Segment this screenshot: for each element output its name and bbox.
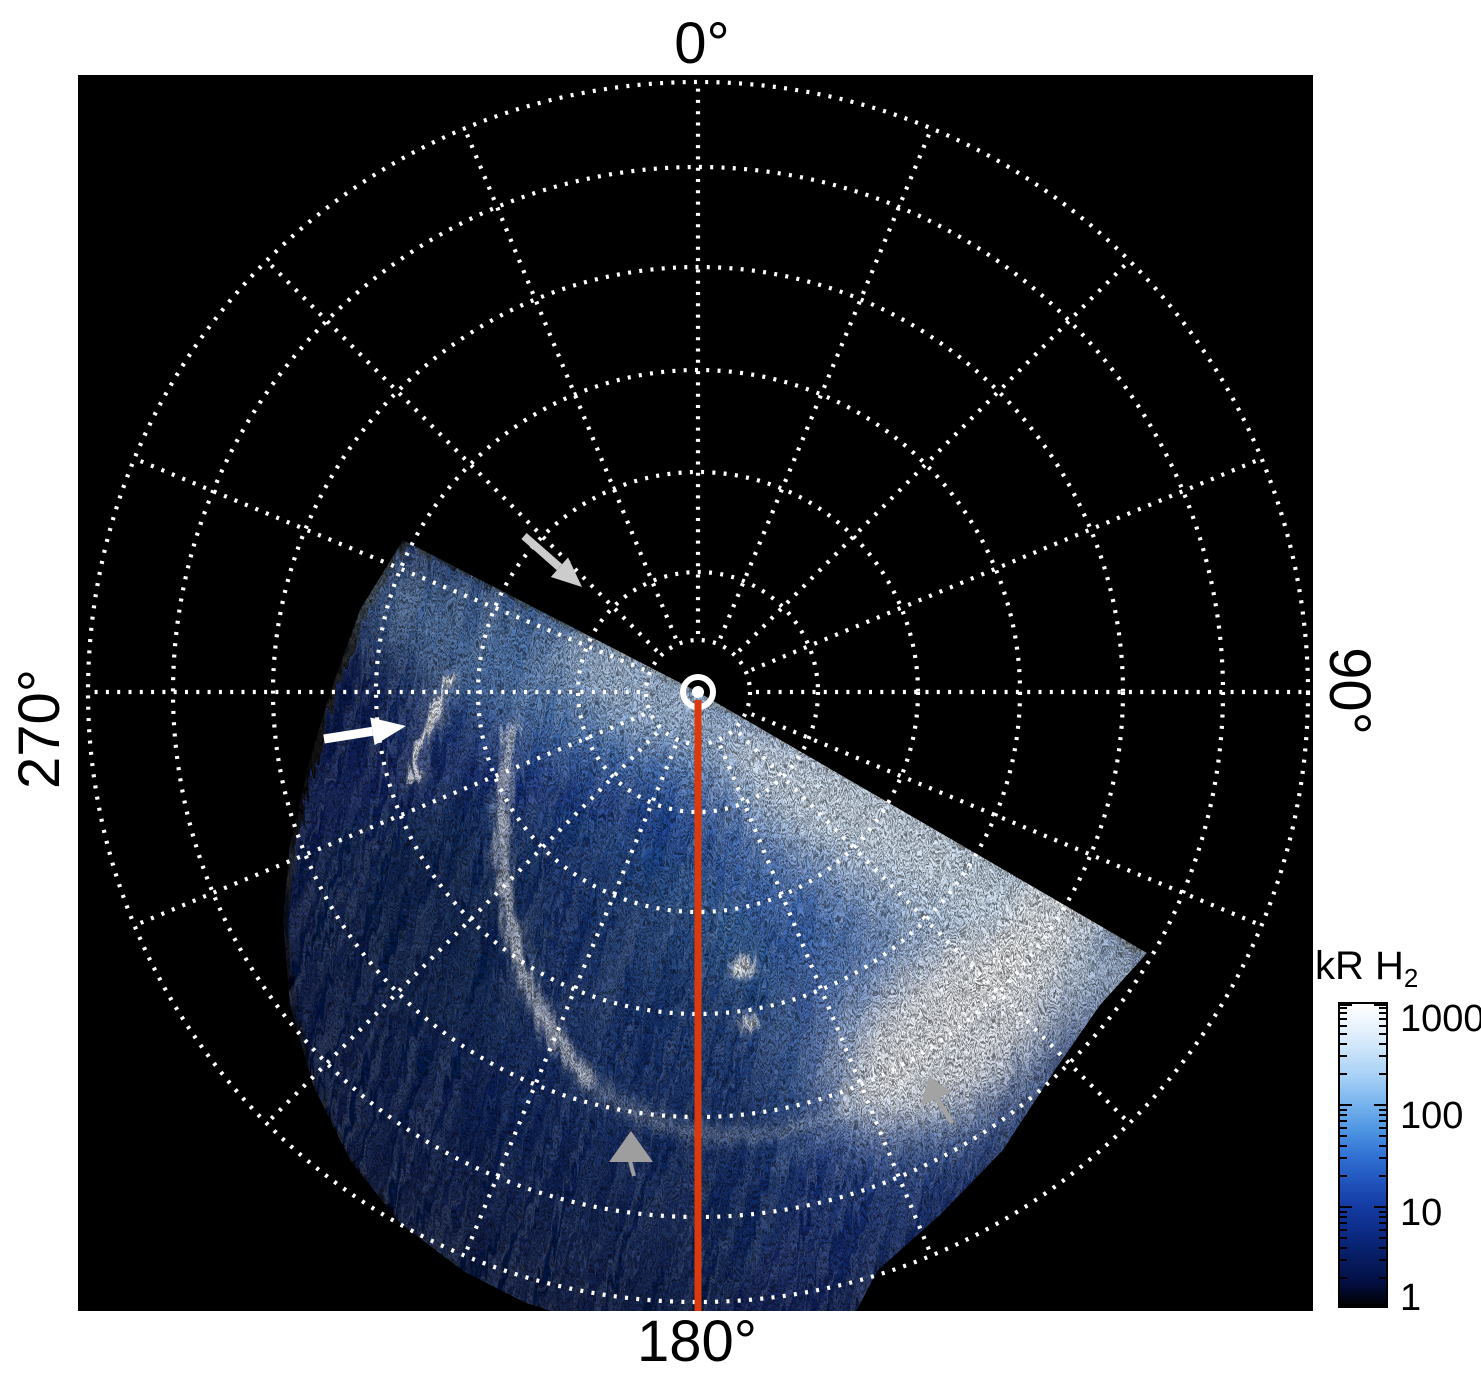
colorbar-tick-mark <box>1340 1236 1347 1239</box>
colorbar-tick-mark <box>1340 1004 1352 1006</box>
grid-spoke <box>463 744 678 1255</box>
grid-spoke <box>737 260 1130 653</box>
grid-spoke <box>135 457 646 672</box>
colorbar-tick-mark <box>1340 1221 1347 1224</box>
grid-spoke <box>718 744 933 1255</box>
colorbar-tick-mark <box>1379 1011 1386 1014</box>
angle-label-90: 90° <box>1317 647 1382 735</box>
colorbar-tick-mark <box>1379 1246 1386 1249</box>
colorbar-tick-mark <box>1340 1042 1347 1045</box>
grid-spoke <box>463 129 678 640</box>
gray-arrow-pointing-down-right-head-icon <box>550 557 582 587</box>
gray-arrow-pointing-up-left-stem <box>933 1095 955 1125</box>
colorbar-tick-mark <box>1379 1134 1386 1137</box>
colorbar-tick-mark <box>1379 1144 1386 1147</box>
colorbar-tick-mark <box>1340 1175 1347 1178</box>
gray-arrow-pointing-down-right-shaft <box>521 532 563 571</box>
colorbar-tick-mark <box>1379 1210 1386 1213</box>
colorbar-tick-label: 1 <box>1400 1277 1422 1319</box>
grid-spoke <box>750 712 1261 927</box>
colorbar-gradient <box>1338 1002 1388 1308</box>
colorbar-tick-mark <box>1340 1108 1347 1111</box>
colorbar-tick-mark <box>1379 1032 1386 1035</box>
colorbar-title-subscript: 2 <box>1403 963 1419 993</box>
annotation-arrows <box>323 532 955 1177</box>
colorbar-tick-mark <box>1340 1210 1347 1213</box>
colorbar-tick-mark <box>1340 1055 1347 1058</box>
colorbar-tick-mark <box>1340 1073 1347 1076</box>
colorbar-tick-label: 100 <box>1400 1095 1464 1137</box>
polar-plot-area <box>78 75 1313 1311</box>
colorbar-tick-mark <box>1340 1206 1352 1208</box>
colorbar-tick-mark <box>1340 1246 1347 1249</box>
colorbar-tick-mark <box>1379 1108 1386 1111</box>
grid-circle <box>575 569 821 815</box>
colorbar-tick-mark <box>1374 1104 1386 1106</box>
colorbar-tick-mark <box>1379 1042 1386 1045</box>
colorbar-tick-mark <box>1340 1304 1352 1306</box>
colorbar-tick-mark <box>1340 1277 1347 1280</box>
white-arrow-pointing-right-shaft <box>323 726 374 744</box>
grid-circle <box>373 367 1023 1017</box>
white-arrow-pointing-right-head-icon <box>370 717 406 746</box>
colorbar-tick-mark <box>1379 1024 1386 1027</box>
gray-triangle-pointing-up-stem <box>628 1160 636 1177</box>
angle-label-180: 180° <box>637 1309 757 1374</box>
colorbar-tick-mark <box>1340 1024 1347 1027</box>
angle-label-270: 270° <box>7 669 72 789</box>
colorbar: 1000 100 10 1 <box>1338 1000 1481 1317</box>
colorbar-tick-mark <box>1379 1126 1386 1129</box>
grid-spoke <box>135 712 646 927</box>
grid-spoke <box>266 731 659 1124</box>
colorbar-tick-mark <box>1340 1011 1347 1014</box>
colorbar-tick-mark <box>1340 1113 1347 1116</box>
colorbar-tick-mark <box>1374 1206 1386 1208</box>
colorbar-tick-mark <box>1340 1126 1347 1129</box>
colorbar-tick-mark <box>1379 1228 1386 1231</box>
colorbar-tick-mark <box>1374 1004 1386 1006</box>
angle-label-0: 0° <box>674 11 730 76</box>
grid-spoke <box>737 731 1130 1124</box>
colorbar-tick-mark <box>1340 1157 1347 1160</box>
colorbar-tick-mark <box>1340 1215 1347 1218</box>
colorbar-tick-mark <box>1379 1175 1386 1178</box>
grid-circle <box>170 164 1226 1220</box>
colorbar-tick-mark <box>1379 1113 1386 1116</box>
colorbar-tick-label: 1000 <box>1400 998 1481 1040</box>
grid-circle <box>475 469 921 915</box>
colorbar-title: kR H2 <box>1315 944 1419 993</box>
colorbar-tick-mark <box>1379 1277 1386 1280</box>
colorbar-tick-mark <box>1379 1157 1386 1160</box>
colorbar-tick-mark <box>1340 1017 1347 1020</box>
colorbar-tick-mark <box>1379 1221 1386 1224</box>
colorbar-tick-mark <box>1374 1304 1386 1306</box>
colorbar-tick-mark <box>1379 1006 1386 1009</box>
polar-plot-svg <box>78 75 1313 1311</box>
colorbar-tick-mark <box>1340 1104 1352 1106</box>
colorbar-tick-mark <box>1379 1215 1386 1218</box>
grid-spoke <box>750 457 1261 672</box>
colorbar-tick-mark <box>1379 1055 1386 1058</box>
colorbar-tick-mark <box>1340 1259 1347 1262</box>
colorbar-tick-mark <box>1379 1119 1386 1122</box>
grid-spoke <box>718 129 933 640</box>
gray-triangle-pointing-up-icon <box>609 1131 653 1162</box>
colorbar-tick-mark <box>1340 1134 1347 1137</box>
colorbar-tick-mark <box>1340 1006 1347 1009</box>
colorbar-tick-label: 10 <box>1400 1192 1443 1234</box>
colorbar-tick-mark <box>1340 1228 1347 1231</box>
colorbar-tick-mark <box>1340 1032 1347 1035</box>
colorbar-tick-mark <box>1379 1236 1386 1239</box>
gray-arrow-pointing-up-left-icon <box>921 1076 951 1106</box>
colorbar-tick-mark <box>1340 1119 1347 1122</box>
colorbar-tick-mark <box>1379 1017 1386 1020</box>
grid-spoke <box>266 260 659 653</box>
colorbar-tick-mark <box>1379 1259 1386 1262</box>
colorbar-tick-mark <box>1379 1073 1386 1076</box>
colorbar-tick-mark <box>1340 1144 1347 1147</box>
grid-circle <box>85 79 1311 1305</box>
pole-dot <box>692 686 704 698</box>
